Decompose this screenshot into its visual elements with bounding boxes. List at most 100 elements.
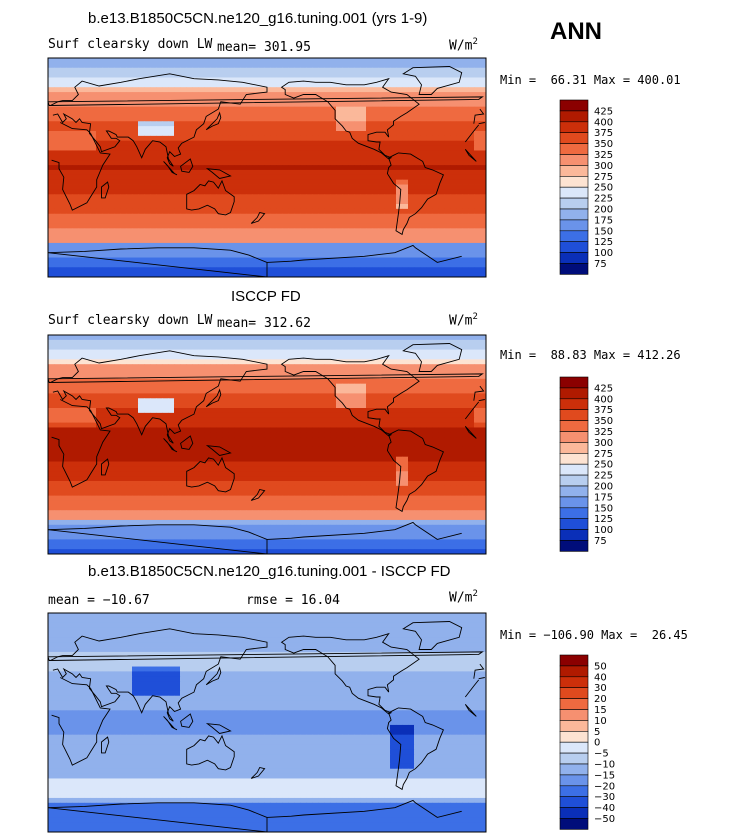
map-cell <box>420 403 427 409</box>
map-cell <box>102 408 109 414</box>
map-cell <box>162 72 169 78</box>
map-cell <box>318 228 325 234</box>
map-cell <box>246 257 253 263</box>
map-cell <box>372 150 379 156</box>
map-cell <box>288 339 295 346</box>
map-cell <box>384 67 391 73</box>
map-cell <box>462 82 469 88</box>
map-cell <box>162 354 169 360</box>
map-cell <box>354 150 361 156</box>
map-cell <box>276 140 283 146</box>
map-cell <box>78 349 85 355</box>
map-cell <box>402 169 409 176</box>
map-cell <box>174 82 181 88</box>
map-cell <box>408 145 415 151</box>
map-cell <box>126 262 133 268</box>
map-cell <box>432 432 439 438</box>
map-cell <box>294 87 301 93</box>
map-cell <box>252 101 259 108</box>
map-cell <box>258 408 265 414</box>
map-cell <box>102 354 109 360</box>
map-cell <box>378 242 385 249</box>
map-cell <box>372 228 379 234</box>
map-cell <box>240 359 247 365</box>
map-cell <box>54 257 61 263</box>
map-cell <box>432 403 439 409</box>
map-cell <box>288 383 295 389</box>
map-cell <box>462 199 469 205</box>
map-cell <box>456 349 463 355</box>
map-cell <box>360 131 367 137</box>
map-cell <box>414 393 421 399</box>
map-cell <box>108 267 115 273</box>
map-cell <box>360 378 367 385</box>
map-cell <box>294 442 301 448</box>
map-cell <box>96 116 103 122</box>
map-cell <box>474 378 481 385</box>
map-cell <box>360 344 367 350</box>
map-cell <box>474 72 481 78</box>
map-cell <box>252 267 259 273</box>
map-cell <box>228 135 235 142</box>
map-cell <box>78 189 85 195</box>
map-cell <box>276 160 283 166</box>
map-cell <box>156 165 163 171</box>
map-cell <box>336 165 343 171</box>
map-cell <box>126 160 133 166</box>
map-cell <box>198 145 205 151</box>
map-cell <box>396 72 403 78</box>
map-cell <box>138 174 145 181</box>
map-cell <box>396 160 403 166</box>
map-cell <box>330 194 337 200</box>
map-cell <box>414 364 421 370</box>
map-cell <box>420 422 427 428</box>
map-cell <box>204 364 211 370</box>
map-cell <box>78 92 85 98</box>
map-cell <box>138 121 145 127</box>
map-cell <box>114 165 121 171</box>
map-cell <box>72 344 79 350</box>
map-cell <box>366 369 373 375</box>
map-cell <box>252 228 259 234</box>
map-cell <box>168 373 175 380</box>
map-cell <box>72 408 79 414</box>
map-cell <box>384 199 391 205</box>
map-cell <box>288 92 295 98</box>
map-cell <box>312 257 319 263</box>
map-cell <box>276 82 283 88</box>
map-cell <box>114 373 121 380</box>
map-cell <box>240 62 247 69</box>
map-cell <box>48 344 55 350</box>
map-cell <box>180 204 187 210</box>
map-cell <box>102 417 109 423</box>
map-cell <box>186 174 193 181</box>
coastline <box>47 244 462 278</box>
map-cell <box>372 403 379 409</box>
map-cell <box>66 427 73 433</box>
map-cell <box>126 432 133 438</box>
map-cell <box>480 116 487 122</box>
map-cell <box>234 422 241 428</box>
map-cell <box>384 335 391 341</box>
map-cell <box>84 393 91 399</box>
map-cell <box>174 412 181 419</box>
map-cell <box>414 62 421 69</box>
map-cell <box>264 140 271 146</box>
map-cell <box>282 174 289 181</box>
map-cell <box>126 349 133 355</box>
map-cell <box>378 257 385 263</box>
map-cell <box>456 369 463 375</box>
map-cell <box>186 388 193 394</box>
map-cell <box>126 92 133 98</box>
map-cell <box>114 189 121 195</box>
map-cell <box>174 369 181 375</box>
map-cell <box>60 199 67 205</box>
map-cell <box>384 160 391 166</box>
map-cell <box>342 131 349 137</box>
map-cell <box>408 432 415 438</box>
map-cell <box>354 169 361 176</box>
map-cell <box>420 247 427 254</box>
map-cell <box>162 267 169 273</box>
map-cell <box>72 228 79 234</box>
map-cell <box>390 339 397 346</box>
